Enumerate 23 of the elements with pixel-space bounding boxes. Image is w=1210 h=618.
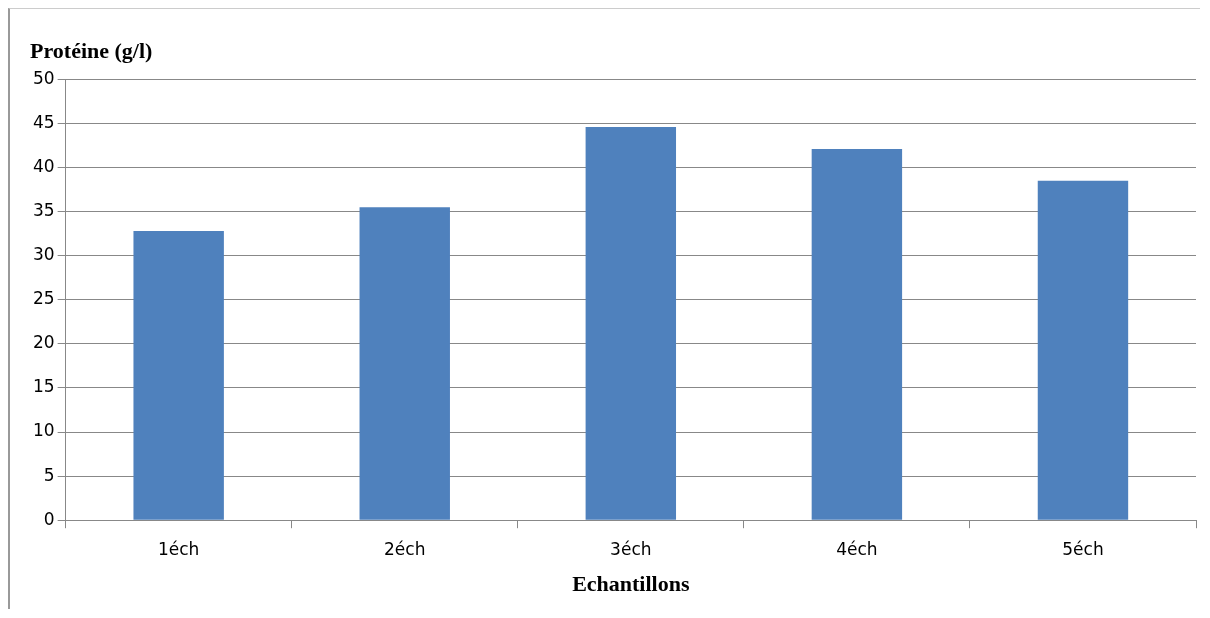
y-tick-label: 45 xyxy=(32,111,55,132)
y-tick-label: 40 xyxy=(32,155,55,176)
x-tick-label: 1éch xyxy=(157,538,200,559)
y-tick-label: 35 xyxy=(32,200,55,221)
x-tick-label: 2éch xyxy=(384,538,426,559)
y-tick-label: 25 xyxy=(32,288,55,309)
y-tick-label: 50 xyxy=(32,67,55,88)
bar xyxy=(133,231,224,520)
bar xyxy=(1037,180,1129,520)
x-axis-title: Echantillons xyxy=(572,571,690,597)
bar xyxy=(811,149,903,520)
x-tick-label: 3éch xyxy=(610,538,652,559)
y-tick-label: 10 xyxy=(32,420,55,441)
y-axis-title: Protéine (g/l) xyxy=(30,37,153,63)
x-tick-label: 5éch xyxy=(1062,538,1104,559)
bar xyxy=(585,127,677,520)
y-tick-label: 20 xyxy=(32,332,55,353)
x-tick-label: 4éch xyxy=(836,538,878,559)
bar xyxy=(359,207,450,520)
y-tick-label: 0 xyxy=(43,508,55,529)
y-tick-label: 15 xyxy=(32,376,55,397)
y-tick-label: 30 xyxy=(32,244,55,265)
y-tick-label: 5 xyxy=(43,464,55,485)
